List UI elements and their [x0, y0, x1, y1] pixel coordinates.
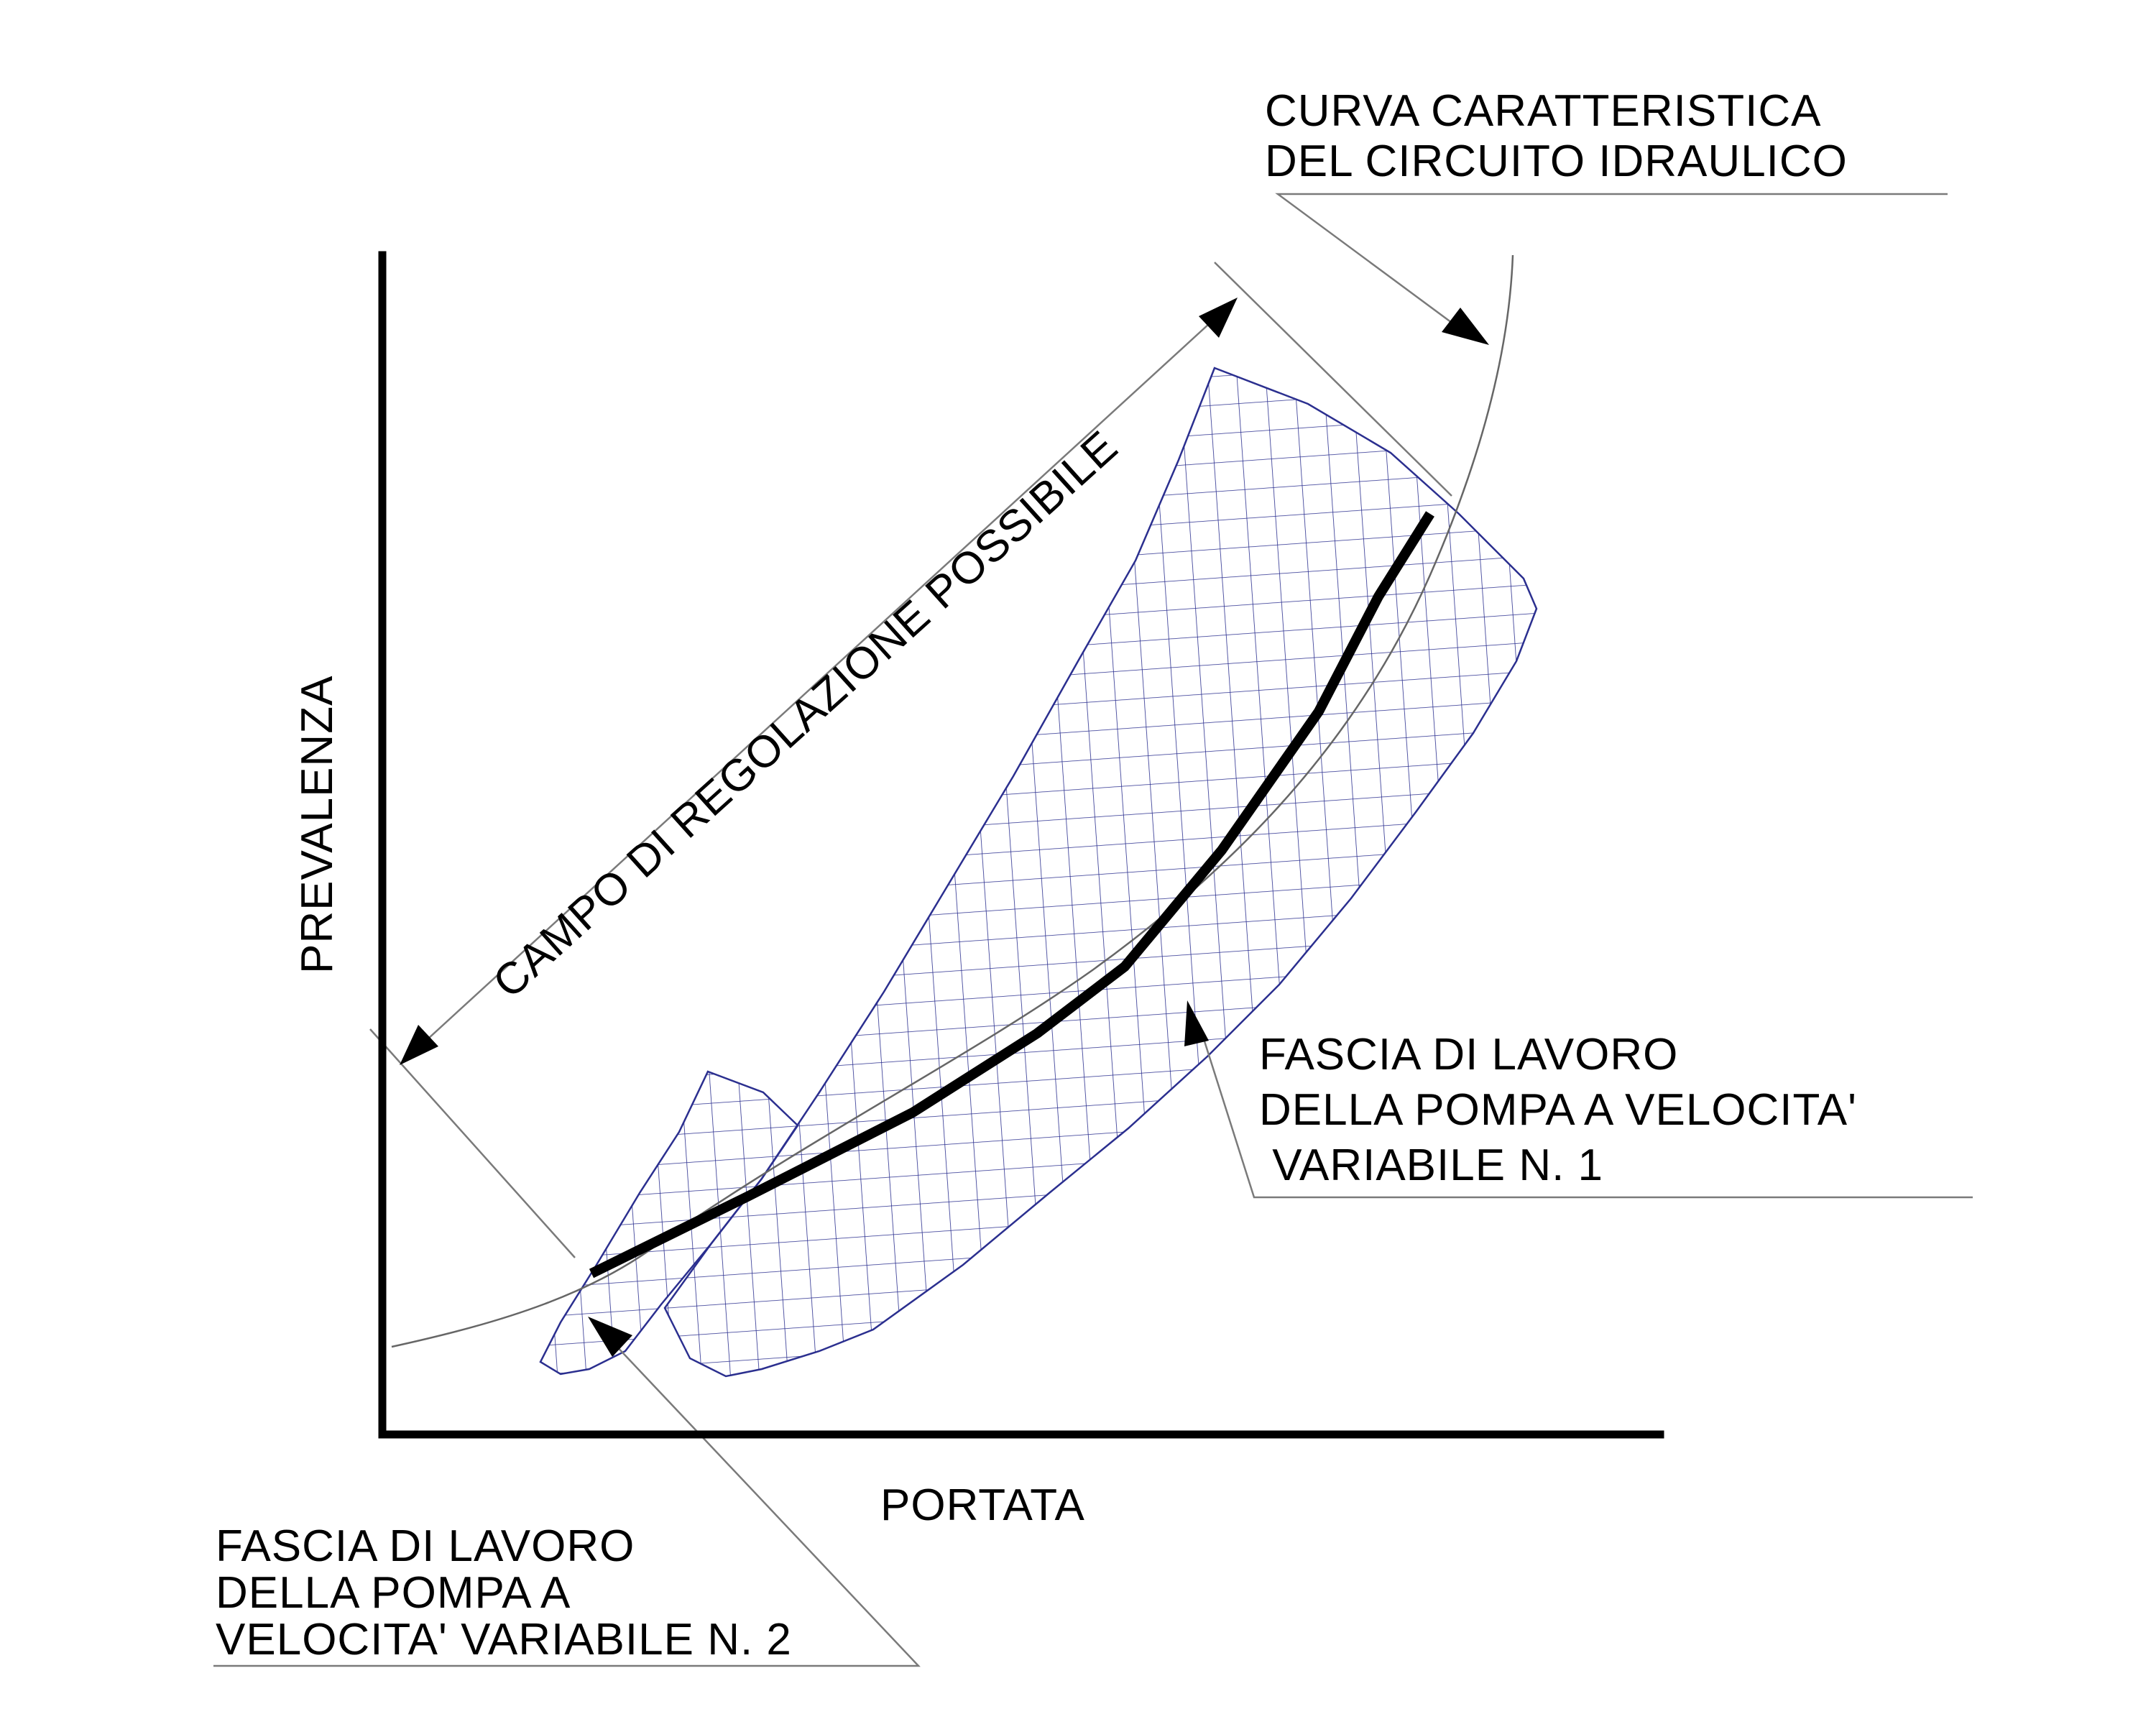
system-curve-leader-line	[1275, 193, 1948, 332]
regulation-range-extension-bottom	[369, 1028, 576, 1258]
pump-1-band-label-line3: VARIABILE N. 1	[1259, 1141, 1603, 1190]
pump-2-band-leader-arrowhead	[588, 1317, 632, 1357]
regulation-range-extension-top	[1214, 262, 1452, 497]
y-axis-label: PREVALENZA	[292, 676, 342, 974]
pump-1-band-label-line2: DELLA POMPA A VELOCITA'	[1259, 1085, 1857, 1135]
system-characteristic-curve	[391, 254, 1514, 1348]
regulation-range-dimension-line	[402, 300, 1235, 1063]
pump-2-band-leader-line	[213, 1329, 921, 1667]
system-curve-leader-arrowhead	[1442, 308, 1489, 345]
pump-1-band-leader-line	[1199, 1027, 1973, 1199]
operating-curve	[589, 511, 1434, 1279]
pump-2-band-label-line1: FASCIA DI LAVORO	[216, 1521, 635, 1571]
pump-1-band-label-line1: FASCIA DI LAVORO	[1259, 1030, 1678, 1079]
regulation-range-arrowhead-top	[1199, 298, 1238, 338]
system-curve-label-line1: CURVA CARATTERISTICA	[1265, 86, 1821, 136]
pump-2-band-label-line3: VELOCITA' VARIABILE N. 2	[216, 1615, 792, 1664]
regulation-range-arrowhead-bottom	[400, 1025, 438, 1065]
pump-1-band-leader-arrowhead	[1184, 1000, 1209, 1046]
pump-1-working-band	[663, 367, 1538, 1378]
system-curve-label-line2: DEL CIRCUITO IDRAULICO	[1265, 137, 1848, 186]
pump-2-band-label-line2: DELLA POMPA A	[216, 1568, 571, 1618]
x-axis-label: PORTATA	[880, 1480, 1085, 1530]
